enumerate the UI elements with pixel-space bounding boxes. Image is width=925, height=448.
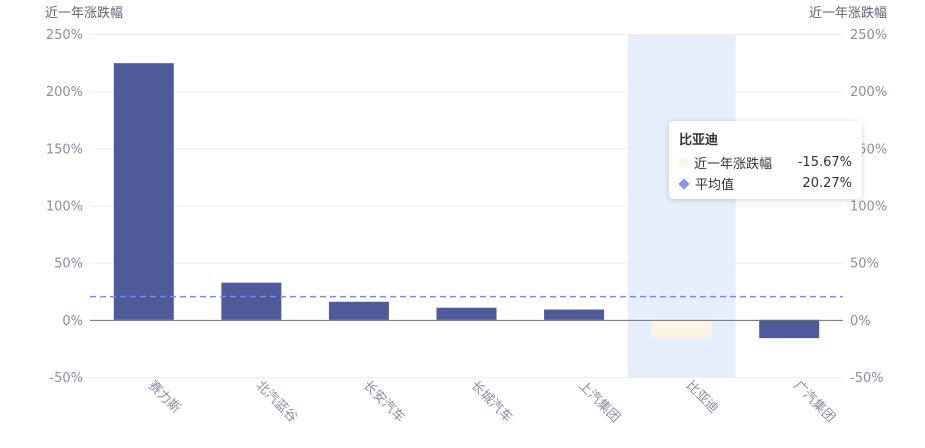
gridlines — [90, 34, 843, 378]
bar[interactable] — [113, 63, 174, 320]
category-label: 上汽集团 — [575, 378, 623, 426]
right-tick-label: 250% — [850, 28, 887, 43]
left-tick-label: 150% — [46, 142, 83, 157]
category-label: 长安汽车 — [360, 378, 408, 426]
left-tick-label: 50% — [54, 257, 83, 272]
right-y-axis: 250%200%150%100%50%0%-50% — [850, 28, 887, 386]
bar[interactable] — [544, 309, 605, 320]
bar[interactable] — [651, 319, 712, 338]
square-marker-icon — [679, 158, 688, 167]
left-y-axis-title: 近一年涨跌幅 — [45, 5, 123, 21]
bar[interactable] — [221, 282, 282, 320]
bar[interactable] — [328, 301, 389, 320]
right-y-axis-title: 近一年涨跌幅 — [809, 5, 887, 21]
diamond-marker-icon — [678, 177, 690, 190]
category-label: 广汽集团 — [790, 378, 838, 426]
tooltip-row: 平均值 20.27% — [678, 173, 852, 194]
tooltip-average-name: 平均值 — [695, 178, 735, 193]
left-tick-label: 200% — [46, 85, 83, 100]
category-label: 比亚迪 — [683, 378, 721, 416]
left-y-axis: 250% 200% 150% 100% 50% 0% -50% — [46, 28, 83, 386]
bars[interactable] — [113, 63, 820, 339]
tooltip-series-value: -15.67% — [797, 155, 852, 170]
left-tick-label: 0% — [62, 314, 83, 329]
category-label: 赛力斯 — [145, 378, 184, 417]
left-tick-label: 100% — [46, 200, 83, 215]
bar[interactable] — [759, 319, 820, 339]
right-tick-label: -50% — [850, 371, 884, 386]
right-tick-label: 50% — [850, 257, 879, 272]
right-tick-label: 200% — [850, 85, 887, 100]
tooltip-average-value: 20.27% — [802, 176, 852, 191]
x-axis-labels: 赛力斯 北汽蓝谷 长安汽车 长城汽车 上汽集团 比亚迪 广汽集团 — [145, 378, 839, 426]
left-tick-label: -50% — [49, 371, 83, 386]
tooltip-row: 近一年涨跌幅 -15.67% — [679, 152, 852, 173]
tooltip-title: 比亚迪 — [679, 133, 719, 148]
category-label: 北汽蓝谷 — [253, 378, 300, 425]
category-label: 长城汽车 — [468, 378, 516, 426]
right-tick-label: 0% — [850, 314, 871, 329]
tooltip-series-name: 近一年涨跌幅 — [694, 157, 773, 172]
left-tick-label: 250% — [46, 28, 83, 43]
tooltip: 比亚迪 近一年涨跌幅 -15.67% 平均值 20.27% — [669, 121, 862, 199]
bar[interactable] — [436, 307, 497, 320]
right-tick-label: 100% — [850, 200, 887, 215]
